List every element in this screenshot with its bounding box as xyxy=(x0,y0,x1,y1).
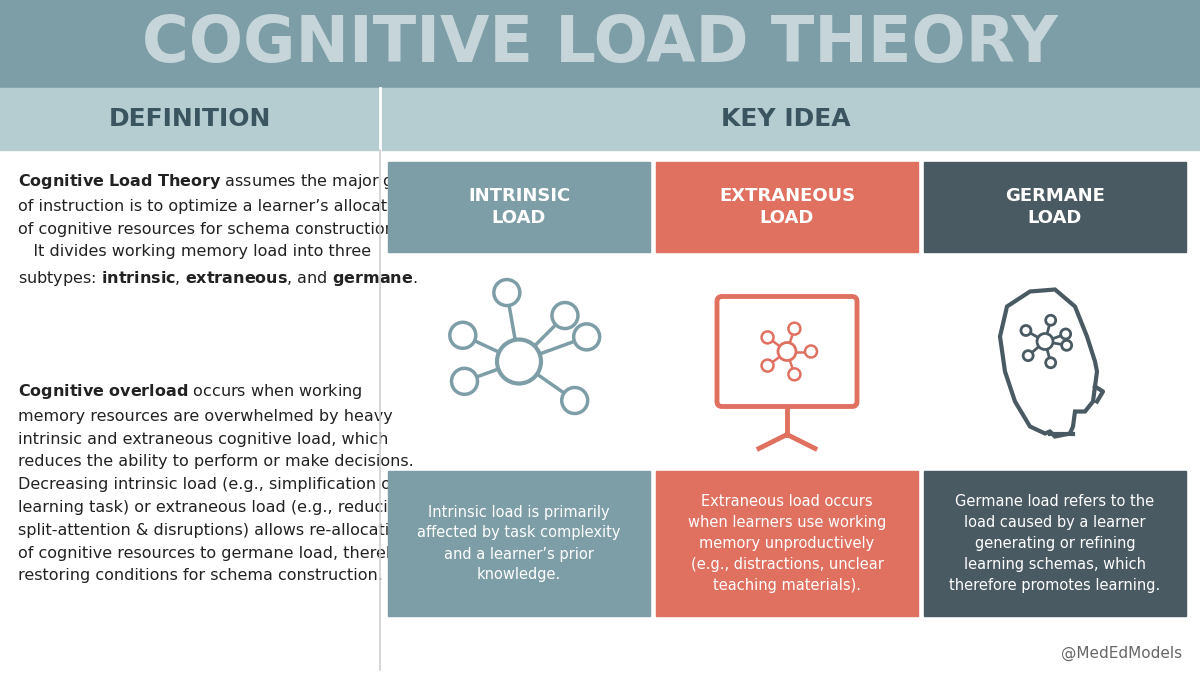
Text: $\bf{Cognitive\ Load\ Theory}$ assumes the major goal
of instruction is to optim: $\bf{Cognitive\ Load\ Theory}$ assumes t… xyxy=(18,172,418,288)
Bar xyxy=(388,162,650,252)
Circle shape xyxy=(805,346,817,358)
Circle shape xyxy=(1045,315,1056,325)
Bar xyxy=(0,0,1200,88)
Circle shape xyxy=(450,322,476,348)
Polygon shape xyxy=(1000,290,1097,437)
Bar xyxy=(656,471,918,616)
Circle shape xyxy=(1062,340,1072,350)
Text: GERMANE
LOAD: GERMANE LOAD xyxy=(1006,187,1105,227)
Text: DEFINITION: DEFINITION xyxy=(109,107,271,131)
Text: Intrinsic load is primarily
affected by task complexity
and a learner’s prior
kn: Intrinsic load is primarily affected by … xyxy=(418,504,620,583)
Circle shape xyxy=(552,302,578,329)
Bar xyxy=(924,162,1186,252)
Text: INTRINSIC
LOAD: INTRINSIC LOAD xyxy=(468,187,570,227)
Circle shape xyxy=(788,323,800,335)
Text: $\bf{Cognitive\ overload}$ occurs when working
memory resources are overwhelmed : $\bf{Cognitive\ overload}$ occurs when w… xyxy=(18,382,414,583)
Circle shape xyxy=(1061,329,1070,339)
Circle shape xyxy=(451,369,478,394)
Text: EXTRANEOUS
LOAD: EXTRANEOUS LOAD xyxy=(719,187,856,227)
Circle shape xyxy=(1037,333,1054,350)
Circle shape xyxy=(1021,325,1031,335)
Circle shape xyxy=(1045,358,1056,368)
Bar xyxy=(388,471,650,616)
Circle shape xyxy=(778,342,796,360)
Circle shape xyxy=(762,331,774,344)
FancyBboxPatch shape xyxy=(718,296,857,406)
Circle shape xyxy=(788,369,800,380)
Circle shape xyxy=(762,360,774,372)
Text: COGNITIVE LOAD THEORY: COGNITIVE LOAD THEORY xyxy=(142,13,1058,75)
Bar xyxy=(656,162,918,252)
Circle shape xyxy=(574,324,600,350)
Circle shape xyxy=(1024,350,1033,360)
Circle shape xyxy=(562,387,588,414)
Bar xyxy=(0,88,1200,150)
Circle shape xyxy=(494,279,520,306)
Text: @MedEdModels: @MedEdModels xyxy=(1061,646,1182,661)
Text: KEY IDEA: KEY IDEA xyxy=(721,107,851,131)
Text: Germane load refers to the
load caused by a learner
generating or refining
learn: Germane load refers to the load caused b… xyxy=(949,494,1160,593)
Text: Extraneous load occurs
when learners use working
memory unproductively
(e.g., di: Extraneous load occurs when learners use… xyxy=(688,494,886,593)
Circle shape xyxy=(497,340,541,383)
Bar xyxy=(924,471,1186,616)
